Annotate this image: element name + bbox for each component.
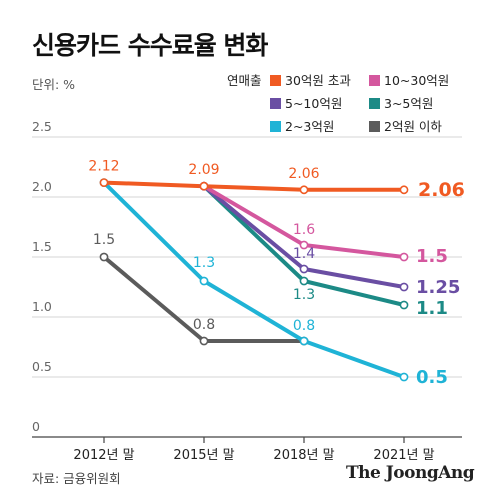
y-tick-label: 1.5: [32, 239, 52, 254]
series-5-data-label: 1.5: [93, 232, 115, 248]
series-0-point: [99, 178, 109, 187]
series-0-point: [199, 181, 209, 191]
series-0-point: [299, 185, 309, 195]
y-tick-label: 0: [32, 419, 40, 434]
legend-item-30-over: 30억원 초과: [270, 70, 351, 89]
series-3-point: [299, 276, 309, 286]
series-5-point: [199, 336, 209, 346]
legend-item-5-10: 5~10억원: [270, 93, 342, 112]
legend-swatch: [270, 75, 281, 86]
legend-swatch: [369, 75, 380, 86]
publisher-logo: The JoongAng: [346, 463, 475, 483]
legend-label: 5~10억원: [285, 96, 343, 111]
series-4-data-label: 0.8: [293, 318, 315, 334]
series-2-data-label: 1.25: [416, 277, 460, 298]
legend-item-2-3: 2~3억원: [270, 116, 334, 135]
series-3-data-label: 1.3: [293, 287, 315, 303]
series-0-data-label: 2.09: [188, 162, 219, 178]
legend-swatch: [270, 98, 281, 109]
series-4-line: [102, 181, 405, 379]
series-1-point: [299, 240, 309, 250]
y-tick-label: 2.0: [32, 179, 52, 194]
source-note: 자료: 금융위원회: [32, 471, 121, 486]
legend-item-2-under: 2억원 이하: [369, 116, 442, 135]
y-tick-label: 1.0: [32, 299, 52, 314]
unit-label: 단위: %: [32, 77, 76, 92]
series-1-data-label: 1.5: [416, 246, 448, 267]
legend-label: 2~3억원: [285, 119, 335, 134]
legend-label: 3~5억원: [384, 96, 434, 111]
y-tick-label: 2.5: [32, 119, 52, 134]
series-0-data-label: 2.06: [418, 179, 465, 201]
x-tick-label: 2012년 말: [73, 448, 134, 463]
series-5-data-label: 0.8: [193, 317, 215, 333]
legend-item-3-5: 3~5억원: [369, 93, 433, 112]
legend-label: 10~30억원: [384, 73, 450, 88]
y-tick-label: 0.5: [32, 359, 52, 374]
series-0-data-label: 2.12: [88, 159, 119, 175]
legend-label: 2억원 이하: [384, 119, 442, 134]
series-3-data-label: 1.1: [416, 298, 448, 319]
series-3-point: [399, 300, 409, 310]
legend-item-10-30: 10~30억원: [369, 70, 449, 89]
legend-swatch: [369, 121, 380, 132]
series-2-data-label: 1.4: [293, 246, 315, 262]
x-tick-label: 2015년 말: [173, 448, 234, 463]
series-4-data-label: 0.5: [416, 367, 448, 388]
series-2-point: [299, 264, 309, 274]
series-4-point: [199, 276, 209, 286]
series-0-data-label: 2.06: [288, 166, 319, 182]
series-0-line: [103, 180, 404, 192]
series-2-point: [399, 282, 409, 292]
series-0-point: [399, 185, 409, 195]
x-tick-label: 2018년 말: [273, 448, 334, 463]
series-4-point: [299, 336, 309, 346]
series-5-point: [99, 252, 109, 262]
legend-label: 30억원 초과: [285, 73, 351, 88]
legend-swatch: [270, 121, 281, 132]
x-tick-label: 2021년 말: [373, 448, 434, 463]
chart-title: 신용카드 수수료율 변화: [32, 31, 268, 60]
legend-swatch: [369, 98, 380, 109]
series-1-point: [399, 252, 409, 262]
legend-title: 연매출: [227, 73, 262, 88]
series-4-data-label: 1.3: [193, 255, 215, 271]
series-4-point: [399, 372, 409, 382]
series-1-data-label: 1.6: [293, 222, 315, 238]
